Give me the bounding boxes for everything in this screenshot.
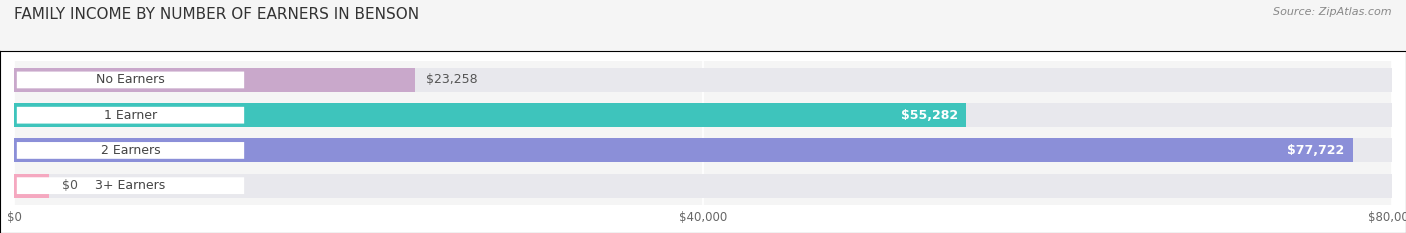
Text: Source: ZipAtlas.com: Source: ZipAtlas.com	[1274, 7, 1392, 17]
Text: $77,722: $77,722	[1286, 144, 1344, 157]
FancyBboxPatch shape	[17, 107, 245, 123]
Text: FAMILY INCOME BY NUMBER OF EARNERS IN BENSON: FAMILY INCOME BY NUMBER OF EARNERS IN BE…	[14, 7, 419, 22]
Text: $23,258: $23,258	[426, 73, 477, 86]
Text: 1 Earner: 1 Earner	[104, 109, 157, 122]
Text: $55,282: $55,282	[901, 109, 957, 122]
FancyBboxPatch shape	[17, 142, 245, 159]
Bar	[14, 103, 1392, 127]
Text: 2 Earners: 2 Earners	[101, 144, 160, 157]
FancyBboxPatch shape	[17, 177, 245, 194]
Bar	[14, 174, 1392, 198]
Text: $0: $0	[62, 179, 79, 192]
Bar	[14, 138, 1353, 162]
Bar	[14, 103, 966, 127]
FancyBboxPatch shape	[17, 72, 245, 88]
Text: No Earners: No Earners	[96, 73, 165, 86]
Bar	[14, 68, 415, 92]
Bar	[14, 174, 48, 198]
Text: 3+ Earners: 3+ Earners	[96, 179, 166, 192]
Bar	[14, 138, 1392, 162]
Bar	[14, 68, 1392, 92]
